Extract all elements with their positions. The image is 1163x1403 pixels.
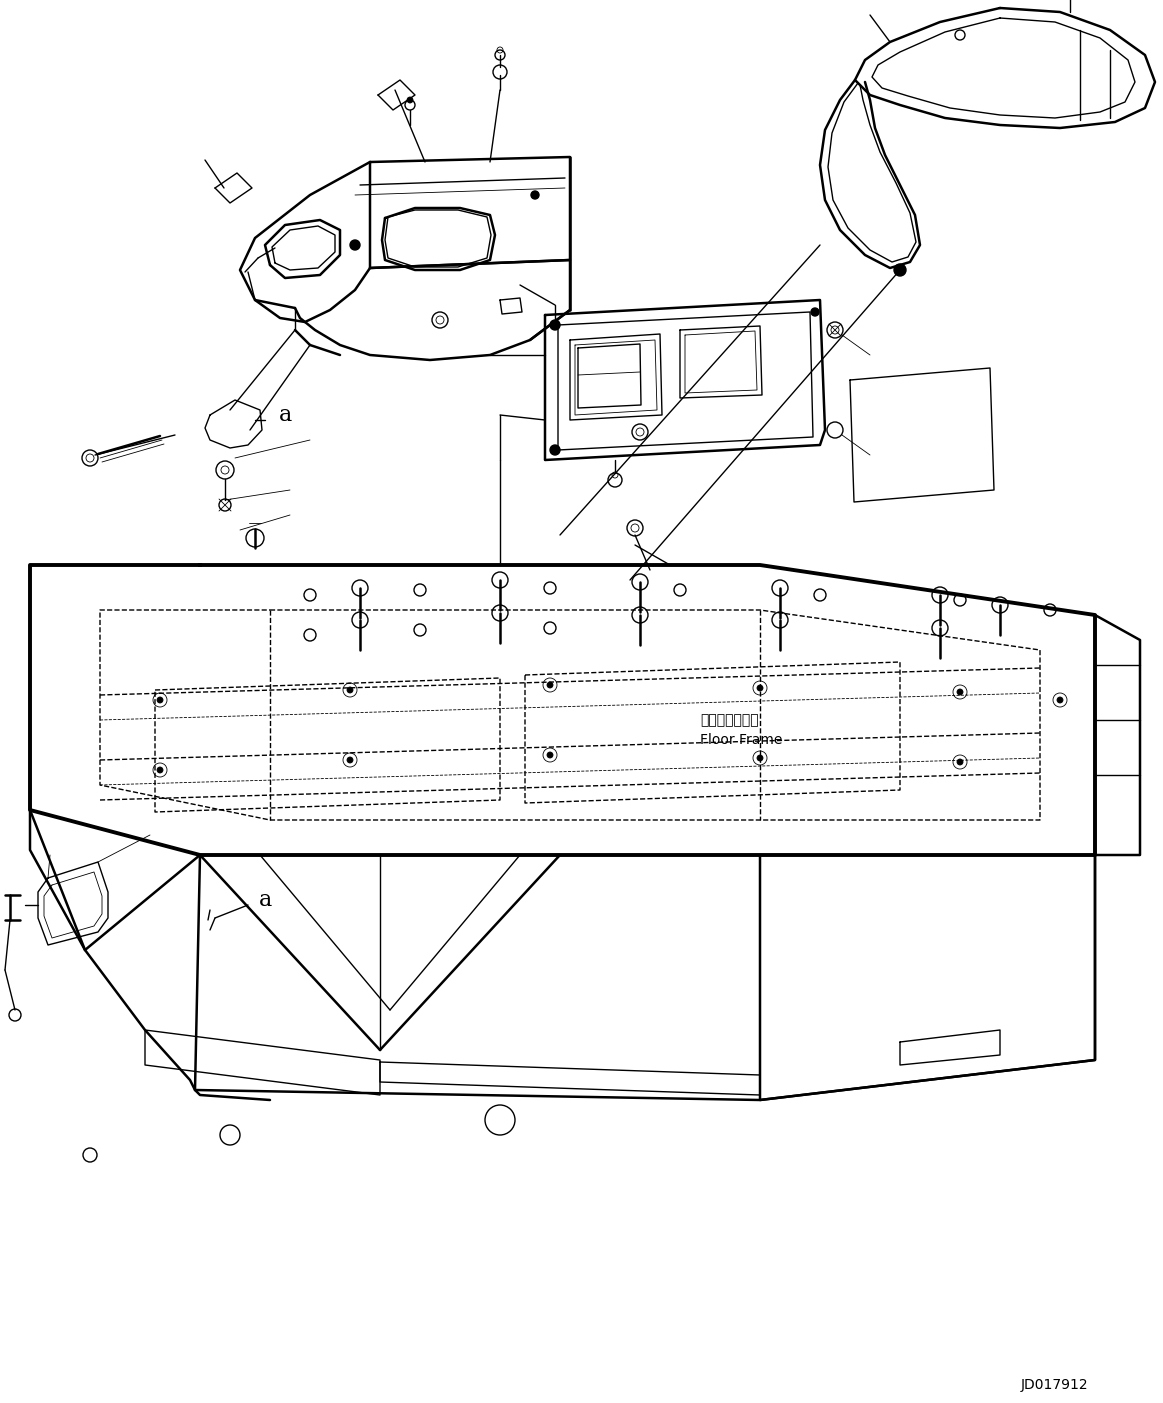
Circle shape xyxy=(757,685,763,692)
Circle shape xyxy=(1057,697,1063,703)
Text: JD017912: JD017912 xyxy=(1021,1378,1089,1392)
Circle shape xyxy=(957,689,963,694)
Text: Floor Frame: Floor Frame xyxy=(700,732,783,746)
Circle shape xyxy=(957,759,963,765)
Text: フロアフレーム: フロアフレーム xyxy=(700,713,758,727)
Circle shape xyxy=(894,264,906,276)
Circle shape xyxy=(531,191,538,199)
Circle shape xyxy=(407,97,413,102)
Circle shape xyxy=(547,752,552,758)
Circle shape xyxy=(757,755,763,760)
Circle shape xyxy=(550,445,561,455)
Text: a: a xyxy=(278,404,292,427)
Circle shape xyxy=(157,767,163,773)
Circle shape xyxy=(347,758,354,763)
Circle shape xyxy=(350,240,361,250)
Circle shape xyxy=(347,687,354,693)
Text: a: a xyxy=(258,890,272,911)
Circle shape xyxy=(547,682,552,687)
Circle shape xyxy=(811,309,819,316)
Circle shape xyxy=(157,697,163,703)
Circle shape xyxy=(550,320,561,330)
